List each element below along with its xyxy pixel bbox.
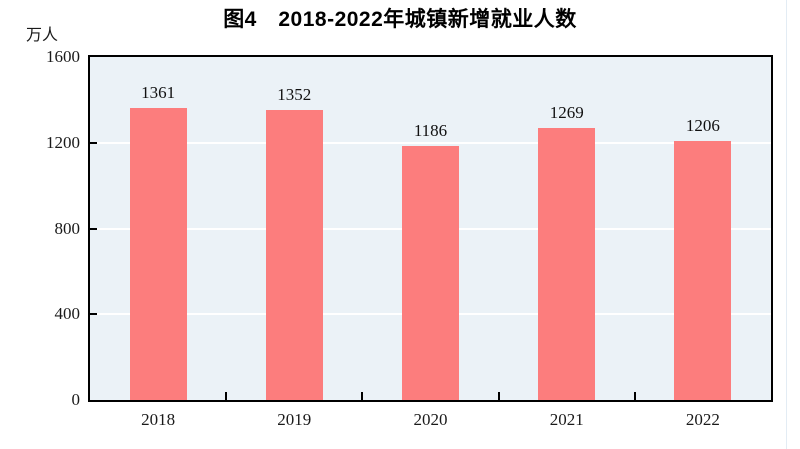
y-axis-tick-label-400: 400	[54, 304, 81, 324]
x-axis-tick-mark-4	[633, 392, 636, 400]
bar-2020	[402, 145, 459, 400]
bar-2022	[674, 141, 732, 400]
page-edge-divider	[786, 0, 787, 449]
x-axis-tick-label-2022: 2022	[685, 410, 720, 429]
x-axis-tick-mark-3	[497, 392, 500, 400]
x-axis-tick-label-2021: 2021	[549, 410, 584, 429]
x-axis-tick-label-2019: 2019	[277, 410, 312, 429]
y-axis-tick-label-800: 800	[54, 218, 81, 238]
bar-2018	[129, 108, 187, 400]
y-axis-tick-label-1200: 1200	[46, 132, 80, 152]
bar-value-label-2019: 1352	[277, 85, 312, 105]
y-axis-tick-mark-400	[90, 313, 97, 316]
x-axis-tick-label-2018: 2018	[141, 410, 176, 429]
bar-value-label-2022: 1206	[685, 116, 720, 136]
y-axis-tick-label-0: 0	[71, 390, 81, 409]
y-axis-tick-label-1600: 1600	[46, 47, 80, 66]
plot-area: 1361 1352 1186 1269 1206	[88, 55, 773, 402]
bar-value-label-2020: 1186	[413, 120, 448, 140]
y-axis-unit-label: 万人	[26, 27, 59, 44]
bar-2021	[538, 127, 596, 400]
bar-value-label-2018: 1361	[141, 83, 176, 103]
x-axis-tick-mark-2	[361, 392, 364, 400]
bar-2019	[265, 110, 323, 400]
x-axis-tick-label-2020: 2020	[413, 410, 448, 429]
chart-title: 图4 2018-2022年城镇新增就业人数	[223, 8, 577, 31]
y-axis-tick-mark-800	[90, 227, 97, 230]
y-axis-tick-mark-1200	[90, 141, 97, 144]
bar-value-label-2021: 1269	[549, 102, 584, 122]
gridline-1200	[90, 141, 771, 144]
x-axis-tick-mark-1	[225, 392, 228, 400]
